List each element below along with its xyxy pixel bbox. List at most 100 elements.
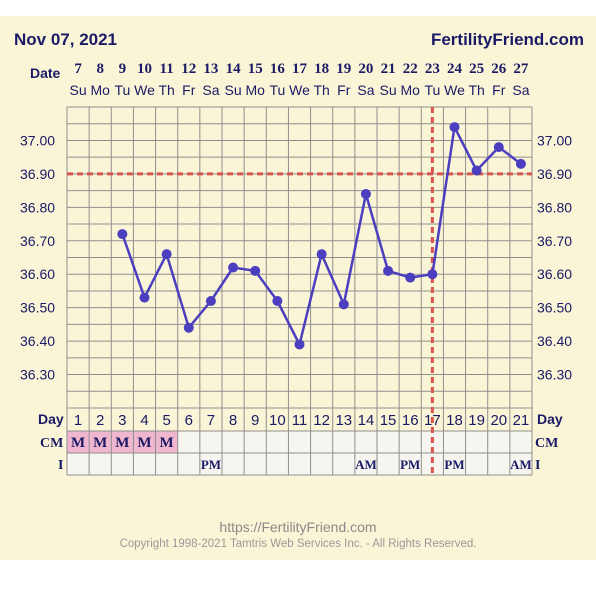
weekday-label: Fr xyxy=(337,82,351,98)
cycle-day-label: 8 xyxy=(229,412,237,429)
weekday-label: Fr xyxy=(182,82,196,98)
date-label: 25 xyxy=(469,61,484,77)
date-label: 13 xyxy=(203,61,218,77)
temperature-point xyxy=(427,269,438,280)
cycle-day-label: 3 xyxy=(118,412,126,429)
weekday-label: Th xyxy=(313,82,329,98)
cycle-day-label: 21 xyxy=(513,412,530,429)
top-strip xyxy=(0,0,596,16)
y-tick-label-left: 37.00 xyxy=(20,132,55,148)
weekday-label: Su xyxy=(380,82,397,98)
weekday-label: We xyxy=(444,82,465,98)
temperature-point xyxy=(515,158,526,169)
cm-label: M xyxy=(137,435,151,451)
weekday-label: Sa xyxy=(512,82,529,98)
temperature-point xyxy=(161,249,172,260)
temperature-point xyxy=(117,229,128,240)
date-label: 10 xyxy=(137,61,152,77)
y-tick-label-right: 36.50 xyxy=(537,300,572,316)
cycle-day-label: 12 xyxy=(313,412,330,429)
y-tick-label-right: 37.00 xyxy=(537,132,572,148)
y-tick-label-right: 36.70 xyxy=(537,233,572,249)
temperature-point xyxy=(405,272,416,283)
y-tick-label-left: 36.90 xyxy=(20,166,55,182)
temperature-point xyxy=(471,165,482,176)
temperature-point xyxy=(338,299,349,310)
temperature-point xyxy=(228,262,239,273)
bottom-strip xyxy=(0,560,596,600)
y-tick-label-left: 36.40 xyxy=(20,333,55,349)
i-row-label-left: I xyxy=(58,458,63,473)
cycle-day-label: 11 xyxy=(292,412,308,429)
cm-label: M xyxy=(115,435,129,451)
y-tick-label-right: 36.30 xyxy=(537,367,572,383)
temperature-point xyxy=(316,249,327,260)
date-label: 14 xyxy=(226,61,242,77)
date-label: 21 xyxy=(381,61,396,77)
temperature-point xyxy=(272,295,283,306)
weekday-label: Tu xyxy=(424,82,440,98)
cycle-day-label: 4 xyxy=(140,412,148,429)
cm-cell-fill xyxy=(155,431,178,453)
cycle-day-label: 15 xyxy=(380,412,397,429)
temperature-point xyxy=(449,122,460,133)
temperature-point xyxy=(360,188,371,199)
weekday-label: Mo xyxy=(90,82,110,98)
cycle-day-label: 5 xyxy=(162,412,170,429)
date-label: 8 xyxy=(96,61,104,77)
chart-date: Nov 07, 2021 xyxy=(14,30,118,49)
weekday-label: We xyxy=(289,82,310,98)
date-row-label: Date xyxy=(30,65,61,81)
temperature-point xyxy=(139,292,150,303)
temperature-point xyxy=(493,142,504,153)
weekday-label: Tu xyxy=(114,82,130,98)
weekday-label: Sa xyxy=(202,82,219,98)
weekday-label: We xyxy=(134,82,155,98)
weekday-label: Sa xyxy=(357,82,374,98)
y-tick-label-left: 36.60 xyxy=(20,266,55,282)
y-tick-label-right: 36.90 xyxy=(537,166,572,182)
weekday-label: Th xyxy=(468,82,484,98)
date-label: 26 xyxy=(491,61,507,77)
temperature-point xyxy=(183,322,194,333)
weekday-label: Fr xyxy=(492,82,506,98)
weekday-label: Mo xyxy=(400,82,420,98)
cycle-day-label: 7 xyxy=(207,412,215,429)
day-row-label-right: Day xyxy=(537,411,563,427)
cm-label: M xyxy=(160,435,174,451)
cm-cell-fill xyxy=(133,431,156,453)
cm-label: M xyxy=(71,435,85,451)
y-tick-label-right: 36.80 xyxy=(537,199,572,215)
weekday-label: Tu xyxy=(269,82,285,98)
cycle-day-label: 18 xyxy=(446,412,463,429)
cycle-day-label: 13 xyxy=(335,412,352,429)
cycle-day-label: 10 xyxy=(269,412,286,429)
date-label: 11 xyxy=(160,61,174,77)
intercourse-label: PM xyxy=(444,457,464,472)
cm-label: M xyxy=(93,435,107,451)
y-tick-label-right: 36.40 xyxy=(537,333,572,349)
date-label: 7 xyxy=(74,61,82,77)
date-label: 27 xyxy=(513,61,529,77)
footer-url[interactable]: https://FertilityFriend.com xyxy=(219,519,377,535)
date-label: 17 xyxy=(292,61,308,77)
date-label: 15 xyxy=(248,61,263,77)
y-tick-label-right: 36.60 xyxy=(537,266,572,282)
intercourse-label: AM xyxy=(355,457,377,472)
site-name: FertilityFriend.com xyxy=(430,30,584,49)
cycle-day-label: 20 xyxy=(490,412,507,429)
cycle-day-label: 16 xyxy=(402,412,419,429)
temperature-point xyxy=(294,339,305,350)
cycle-day-label: 6 xyxy=(185,412,193,429)
footer-copyright: Copyright 1998-2021 Tamtris Web Services… xyxy=(119,538,477,550)
cycle-day-label: 19 xyxy=(468,412,485,429)
date-label: 9 xyxy=(119,61,127,77)
y-tick-label-left: 36.80 xyxy=(20,199,55,215)
y-tick-label-left: 36.70 xyxy=(20,233,55,249)
cm-row-label-left: CM xyxy=(40,436,63,451)
temperature-point xyxy=(383,265,394,276)
date-label: 16 xyxy=(270,61,286,77)
weekday-label: Th xyxy=(158,82,174,98)
intercourse-label: PM xyxy=(201,457,221,472)
